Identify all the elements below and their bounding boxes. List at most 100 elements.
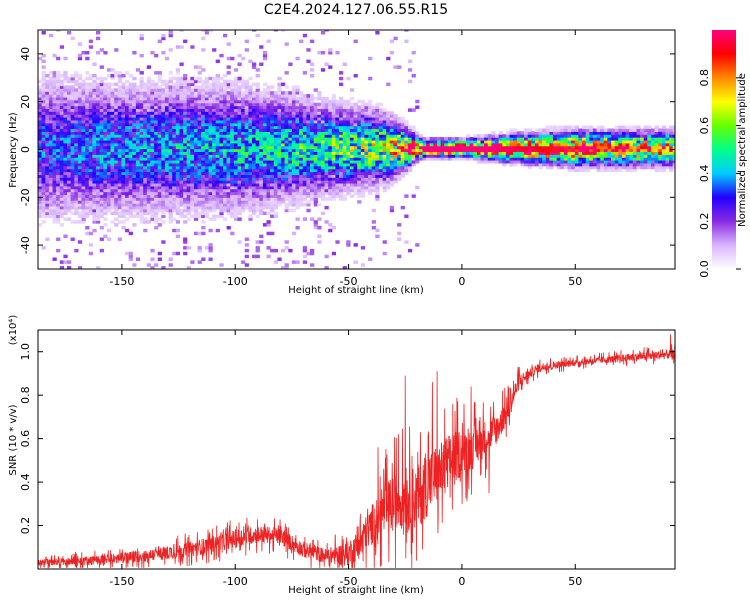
heatmap-cell-239 — [52, 131, 57, 135]
heatmap-cell-677 — [81, 85, 86, 89]
heatmap-cell-668 — [81, 111, 86, 115]
heatmap-cell-1948 — [172, 131, 177, 135]
heatmap-cell-4477 — [375, 131, 380, 135]
heatmap-cell-4874 — [469, 157, 474, 161]
heatmap-cell-315 — [56, 74, 61, 78]
heatmap-cell-2830 — [233, 108, 239, 112]
heatmap-cell-1258 — [125, 188, 130, 193]
heatmap-cell-3401 — [277, 142, 282, 147]
heatmap-cell-4045 — [331, 148, 337, 152]
heatmap-cell-1424 — [135, 145, 141, 150]
heatmap-cell-762 — [88, 139, 94, 144]
heatmap-cell-3093 — [255, 214, 260, 218]
heatmap-cell-381 — [63, 197, 68, 201]
heatmap-cell-2410 — [204, 151, 210, 155]
heatmap-cell-4220 — [349, 168, 355, 173]
heatmap-cell-346 — [59, 145, 65, 150]
heatmap-cell-2541 — [212, 48, 217, 52]
heatmap-cell-2567 — [215, 139, 220, 144]
heatmap-cell-3057 — [252, 168, 257, 173]
heatmap-cell-3552 — [288, 102, 293, 107]
heatmap-cell-4453 — [375, 228, 380, 233]
heatmap-cell-4418 — [368, 56, 373, 61]
heatmap-cell-3656 — [299, 183, 304, 187]
heatmap-cell-1047 — [106, 68, 112, 72]
heatmap-cell-2609 — [219, 168, 224, 173]
heatmap-cell-2797 — [233, 203, 239, 207]
heatmap-cell-844 — [96, 211, 101, 216]
heatmap-cell-3992 — [328, 185, 333, 190]
heatmap-cell-722 — [85, 102, 90, 107]
heatmap-cell-2734 — [226, 91, 231, 95]
heatmap-cell-4017 — [328, 114, 333, 118]
heatmap-cell-2631 — [219, 105, 224, 109]
heatmap-cell-4116 — [339, 154, 344, 158]
heatmap-cell-524 — [70, 74, 75, 78]
heatmap-cell-1715 — [157, 200, 162, 204]
heatmap-cell-2319 — [197, 105, 202, 109]
heatmap-cell-3881 — [317, 157, 322, 161]
heatmap-cell-3392 — [277, 168, 282, 173]
heatmap-cell-3972 — [324, 128, 329, 132]
heatmap-cell-164 — [48, 191, 54, 196]
heatmap-cell-3145 — [259, 208, 264, 213]
heatmap-cell-3780 — [310, 217, 315, 221]
heatmap-cell-2732 — [226, 96, 231, 101]
heatmap-cell-2852 — [237, 191, 242, 196]
heatmap-cell-4961 — [498, 134, 503, 138]
heatmap-cell-3628 — [295, 142, 300, 147]
heatmap-cell-4284 — [357, 191, 362, 196]
heatmap-cell-1249 — [125, 217, 130, 221]
heatmap-cell-369 — [59, 79, 65, 84]
heatmap-cell-4675 — [400, 134, 405, 138]
heatmap-cell-3239 — [266, 231, 271, 236]
heatmap-cell-3001 — [248, 191, 253, 196]
heatmap-cell-1178 — [117, 125, 123, 130]
heatmap-cell-719 — [85, 111, 90, 115]
heatmap-cell-2422 — [204, 117, 210, 121]
heatmap-cell-3010 — [248, 165, 253, 170]
heatmap-cell-3883 — [317, 151, 322, 155]
heatmap-cell-2490 — [208, 76, 213, 81]
heatmap-cell-938 — [99, 96, 104, 101]
heatmap-cell-2993 — [248, 217, 253, 221]
heatmap-cell-1761 — [161, 266, 166, 269]
heatmap-cell-3732 — [302, 94, 308, 98]
heatmap-cell-2835 — [233, 94, 239, 98]
heatmap-cell-1087 — [110, 99, 115, 104]
heatmap-cell-3583 — [291, 139, 297, 144]
heatmap-cell-1554 — [146, 208, 152, 213]
heatmap-cell-3217 — [262, 131, 268, 135]
heatmap-cell-2569 — [215, 134, 220, 138]
heatmap-cell-1389 — [132, 102, 137, 107]
heatmap-cell-4089 — [335, 128, 340, 132]
heatmap-cell-4061 — [331, 102, 337, 107]
heatmap-cell-244 — [52, 117, 57, 121]
heatmap-cell-3825 — [313, 203, 318, 207]
heatmap-cell-3378 — [273, 30, 279, 32]
heatmap-cell-3338 — [273, 203, 279, 207]
heatmap-cell-417 — [63, 94, 68, 98]
heatmap-cell-3688 — [299, 91, 304, 95]
heatmap-cell-1895 — [168, 128, 173, 132]
heatmap-cell-4797 — [433, 145, 438, 150]
heatmap-cell-4080 — [335, 154, 340, 158]
heatmap-cell-2003 — [175, 119, 181, 124]
heatmap-cell-3463 — [281, 94, 286, 98]
heatmap-cell-4744 — [411, 51, 416, 55]
heatmap-cell-3266 — [266, 139, 271, 144]
heatmap-cell-387 — [63, 180, 68, 184]
heatmap-cell-1432 — [135, 122, 141, 127]
heatmap-cell-3256 — [266, 168, 271, 173]
heatmap-cell-4758 — [415, 105, 420, 109]
heatmap-cell-4489 — [378, 183, 384, 187]
heatmap-cell-3682 — [299, 108, 304, 112]
heatmap-cell-2676 — [223, 114, 228, 118]
heatmap-cell-1012 — [106, 177, 112, 181]
heatmap-cell-3165 — [259, 151, 264, 155]
heatmap-cell-1248 — [125, 228, 130, 233]
heatmap-cell-1590 — [146, 105, 152, 109]
heatmap-cell-3053 — [252, 180, 257, 184]
heatmap-cell-2343 — [201, 191, 206, 196]
heatmap-cell-171 — [48, 171, 54, 175]
